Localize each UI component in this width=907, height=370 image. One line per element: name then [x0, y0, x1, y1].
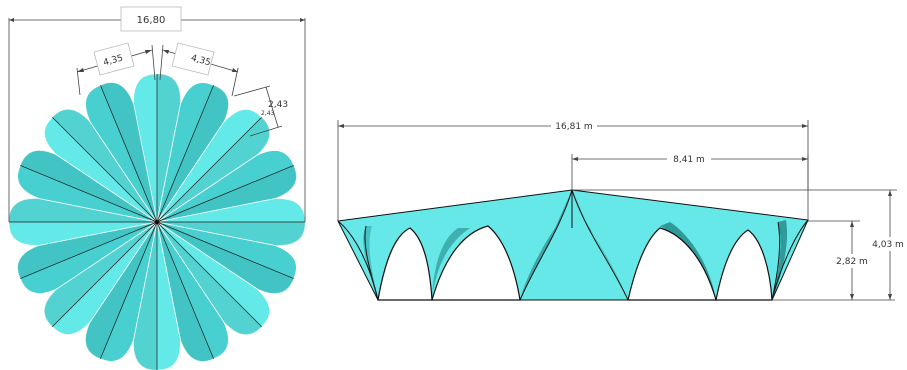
plan-petal-shade	[52, 109, 157, 222]
plan-center-point	[155, 220, 159, 224]
plan-petal-depth-dimension	[233, 85, 283, 137]
elevation-arch-4	[715, 229, 773, 301]
elevation-eave-height-label: 2,82 m	[836, 257, 868, 267]
plan-spoke	[156, 165, 294, 223]
elevation-shade-left	[432, 228, 470, 300]
plan-spoke	[52, 117, 158, 223]
elevation-arch-1	[377, 227, 433, 301]
plan-spokes	[9, 74, 305, 370]
elevation-half-dimension	[571, 153, 809, 190]
elevation-shade-far-left	[363, 226, 378, 300]
plan-petal-dimension-left	[76, 42, 156, 96]
plan-petal-shade	[20, 150, 157, 222]
elevation-total-height-dimension	[572, 189, 906, 300]
plan-spoke	[156, 117, 262, 223]
elevation-crease-2	[571, 189, 629, 301]
elevation-total-height-label: 4,03 m	[872, 240, 904, 250]
elevation-eave-height-dimension	[772, 220, 895, 301]
plan-spoke	[20, 221, 158, 279]
plan-petal-depth-label: 2,43	[268, 100, 288, 110]
elevation-shade-far-right	[772, 220, 788, 300]
elevation-arch-3	[627, 227, 717, 301]
plan-petal-shade	[157, 222, 262, 335]
plan-spoke	[156, 85, 214, 223]
elevation-crease-4	[771, 219, 809, 301]
plan-spoke	[20, 165, 158, 223]
elevation-crease-1	[519, 189, 573, 301]
plan-spoke	[156, 221, 294, 279]
plan-petal-shade	[157, 222, 294, 294]
elevation-half-width-label: 8,41 m	[673, 155, 705, 165]
plan-petal-shade	[8, 198, 158, 222]
plan-petal-shade	[157, 117, 270, 222]
elevation-crease-5	[364, 225, 379, 301]
elevation-crease-6	[771, 221, 781, 301]
plan-petal-shade	[85, 222, 157, 359]
plan-spoke	[156, 221, 214, 359]
plan-overall-width-label: 16,80	[137, 15, 166, 26]
plan-view: 16,80 4,35 4,35 2,43 2,43	[8, 6, 306, 370]
elevation-overall-dimension	[337, 120, 809, 221]
elevation-roof	[337, 189, 809, 301]
plan-overall-dimension	[8, 6, 306, 222]
elevation-view: 16,81 m 8,41 m 2,82 m	[337, 120, 906, 301]
plan-petal-shade	[157, 222, 306, 246]
plan-spoke	[156, 221, 262, 327]
plan-petal-dimension-right	[159, 42, 239, 97]
plan-petal-shade	[133, 222, 157, 370]
plan-petal-shade	[157, 85, 229, 222]
plan-spoke	[100, 85, 158, 223]
plan-spoke	[100, 221, 158, 359]
plan-petal-shade	[44, 222, 158, 327]
elevation-arch-2	[431, 225, 521, 301]
plan-petal-shade	[157, 73, 181, 223]
plan-spoke	[52, 221, 158, 327]
plan-petal-depth-small-label: 2,43	[261, 110, 275, 117]
elevation-overall-width-label: 16,81 m	[555, 122, 592, 132]
